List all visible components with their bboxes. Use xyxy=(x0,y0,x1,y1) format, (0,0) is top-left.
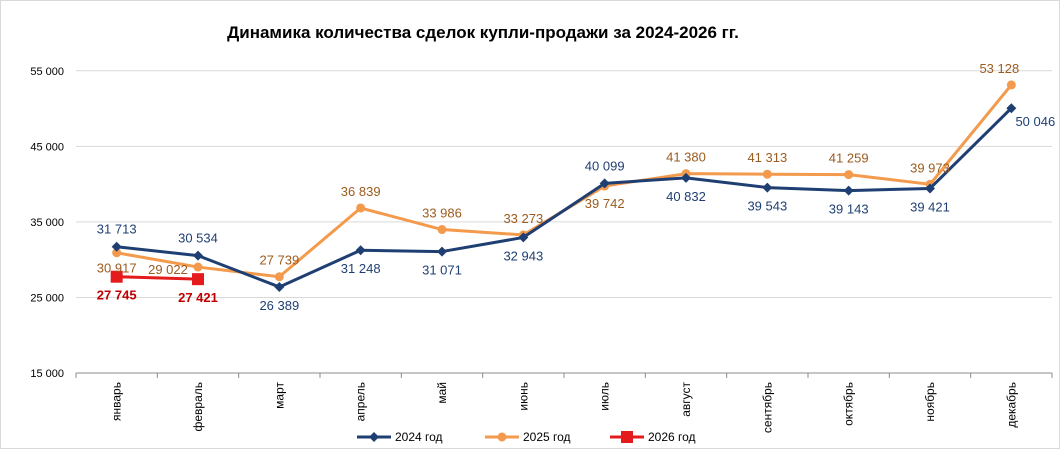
series-line-2026 xyxy=(116,275,199,281)
data-label-2024: 39 543 xyxy=(747,199,787,214)
data-point-2024 xyxy=(355,245,366,256)
data-label-2025: 39 973 xyxy=(910,160,950,175)
data-label-2025: 29 022 xyxy=(148,262,188,277)
data-label-2024: 31 248 xyxy=(341,261,381,276)
y-tick-label: 55 000 xyxy=(30,66,64,78)
x-tick-label: декабрь xyxy=(1004,382,1018,428)
data-label-2024: 39 143 xyxy=(829,202,869,217)
data-point-2025 xyxy=(112,248,122,258)
legend-label-2025: 2025 год xyxy=(523,430,571,444)
series-group xyxy=(110,80,1017,292)
x-tick-label: июль xyxy=(598,382,612,411)
y-tick-label: 15 000 xyxy=(30,368,64,380)
x-tick-label: март xyxy=(272,382,286,409)
data-point-2024 xyxy=(111,241,122,252)
data-point-2025 xyxy=(844,170,854,180)
series-2024 xyxy=(111,103,1017,292)
data-point-2025 xyxy=(437,225,447,235)
data-label-2025: 33 273 xyxy=(503,211,543,226)
data-label-2024: 40 832 xyxy=(666,189,706,204)
data-label-2025: 33 986 xyxy=(422,206,462,221)
data-point-2025 xyxy=(274,272,284,282)
data-point-2026 xyxy=(110,270,123,283)
y-tick-label: 25 000 xyxy=(30,292,64,304)
legend-marker-2025 xyxy=(497,432,507,442)
data-label-2026: 27 421 xyxy=(178,290,218,305)
data-label-2025: 53 128 xyxy=(979,61,1019,76)
x-tick-label: ноябрь xyxy=(923,382,937,422)
y-tick-label: 35 000 xyxy=(30,217,64,229)
legend-marker-2024 xyxy=(369,432,379,442)
data-labels: 31 713 30 534 26 389 31 248 31 071 32 943 40 0… xyxy=(97,61,1055,313)
data-point-2025 xyxy=(193,262,203,272)
legend-item-2024: 2024 год xyxy=(357,430,443,444)
legend-item-2025: 2025 год xyxy=(485,430,571,444)
x-tick-label: октябрь xyxy=(842,382,856,426)
data-point-2024 xyxy=(925,183,935,194)
legend-label-2024: 2024 год xyxy=(395,430,443,444)
data-label-2025: 27 739 xyxy=(259,253,299,268)
x-tick-label: июнь xyxy=(516,382,530,411)
data-label-2025: 39 742 xyxy=(585,196,625,211)
data-label-2024: 30 534 xyxy=(178,231,218,246)
chart-title: Динамика количества сделок купли-продажи… xyxy=(227,23,739,42)
data-point-2024 xyxy=(762,182,773,193)
data-point-2024 xyxy=(599,178,610,189)
data-point-2024 xyxy=(1006,103,1017,114)
data-point-2024 xyxy=(193,250,203,261)
data-point-2024 xyxy=(843,185,854,196)
legend-label-2026: 2026 год xyxy=(648,430,696,444)
data-point-2026 xyxy=(192,273,204,286)
axes: 15 000 25 000 35 000 45 000 55 000 январь февр… xyxy=(30,66,1053,433)
series-2026 xyxy=(110,270,204,286)
x-tick-label: февраль xyxy=(191,382,205,432)
data-point-2025 xyxy=(762,169,772,179)
data-label-2024: 39 421 xyxy=(910,199,950,214)
data-label-2025: 36 839 xyxy=(341,184,381,199)
data-label-2025: 41 259 xyxy=(829,151,869,166)
data-label-2024: 40 099 xyxy=(585,158,625,173)
data-point-2024 xyxy=(518,232,529,243)
x-tick-label: май xyxy=(435,382,449,404)
grid-lines xyxy=(76,70,1052,298)
legend-marker-2026 xyxy=(621,431,633,443)
y-tick-label: 45 000 xyxy=(30,141,64,153)
data-label-2024: 31 713 xyxy=(97,222,137,237)
data-label-2024: 32 943 xyxy=(503,248,543,263)
data-label-2024: 26 389 xyxy=(259,298,299,313)
data-label-2024: 31 071 xyxy=(422,263,462,278)
x-tick-label: сентябрь xyxy=(760,382,774,433)
x-tick-label: январь xyxy=(110,382,124,421)
data-label-2025: 41 380 xyxy=(666,150,706,165)
legend-item-2026: 2026 год xyxy=(610,430,696,444)
data-label-2025: 30 917 xyxy=(97,261,137,276)
data-label-2026: 27 745 xyxy=(97,288,137,303)
data-point-2024 xyxy=(274,281,285,292)
data-point-2024 xyxy=(437,246,447,257)
x-tick-label: апрель xyxy=(354,382,368,421)
data-label-2025: 41 313 xyxy=(747,150,787,165)
series-line-2024 xyxy=(116,107,1013,289)
data-label-2024: 50 046 xyxy=(1015,114,1055,129)
data-point-2025 xyxy=(356,203,366,213)
data-point-2024 xyxy=(681,172,691,183)
data-point-2025 xyxy=(1006,80,1016,90)
legend: 2024 год 2025 год 2026 год xyxy=(357,430,696,444)
x-tick-label: август xyxy=(679,382,693,417)
